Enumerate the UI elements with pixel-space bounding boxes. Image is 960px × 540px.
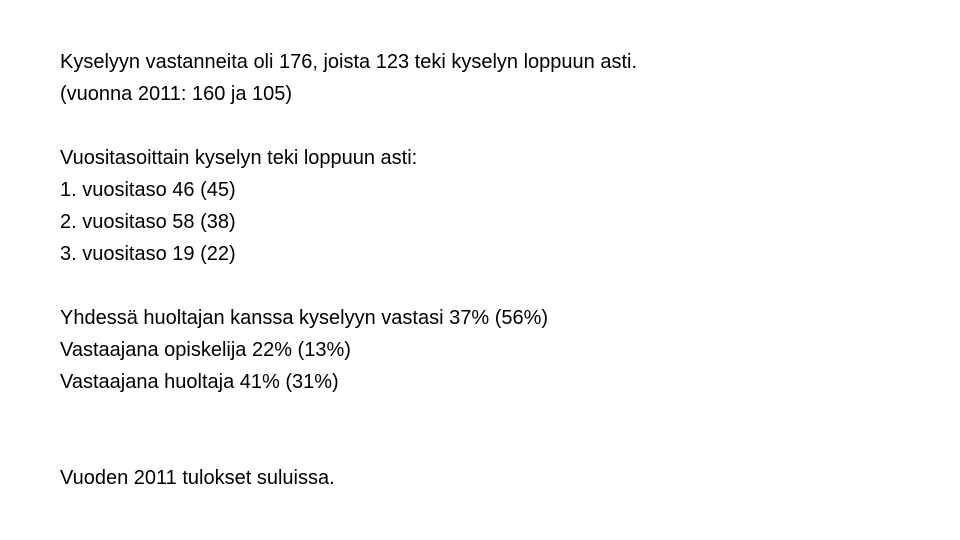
- result-line: Vastaajana huoltaja 41% (31%): [60, 366, 900, 398]
- section-heading: Vuositasoittain kyselyn teki loppuun ast…: [60, 142, 900, 174]
- level-item: 2. vuositaso 58 (38): [60, 206, 900, 238]
- spacer: [60, 398, 900, 462]
- level-item: 1. vuositaso 46 (45): [60, 174, 900, 206]
- intro-line-2: (vuonna 2011: 160 ja 105): [60, 78, 900, 110]
- result-line: Yhdessä huoltajan kanssa kyselyyn vastas…: [60, 302, 900, 334]
- spacer: [60, 270, 900, 302]
- footer-note: Vuoden 2011 tulokset suluissa.: [60, 462, 900, 494]
- level-item: 3. vuositaso 19 (22): [60, 238, 900, 270]
- result-line: Vastaajana opiskelija 22% (13%): [60, 334, 900, 366]
- spacer: [60, 110, 900, 142]
- intro-line-1: Kyselyyn vastanneita oli 176, joista 123…: [60, 46, 900, 78]
